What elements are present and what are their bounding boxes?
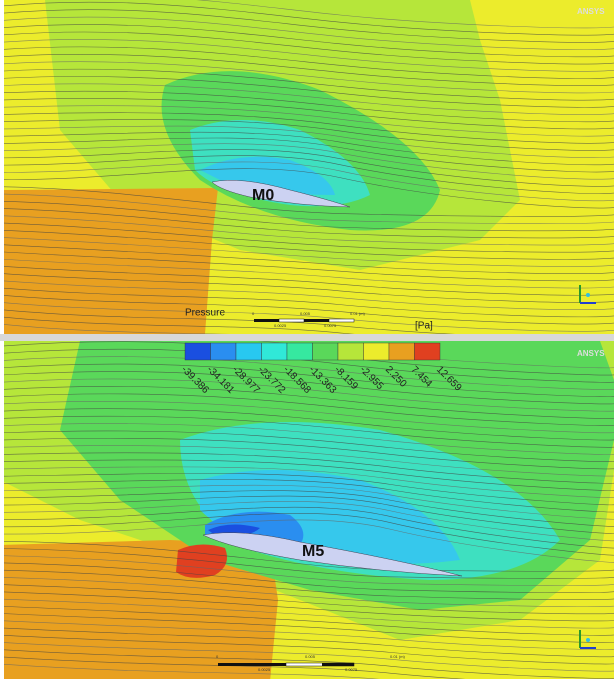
divider xyxy=(0,334,614,341)
scale-segment xyxy=(279,319,304,322)
scale-segment xyxy=(254,319,279,322)
legend-swatch xyxy=(236,343,262,360)
airfoil-label: M0 xyxy=(252,187,274,204)
scale-segment xyxy=(329,319,354,322)
legend-swatch xyxy=(389,343,415,360)
legend-swatch xyxy=(338,343,364,360)
legend-swatch xyxy=(185,343,211,360)
legend-swatch xyxy=(262,343,288,360)
panel-top: M0 ANSYS 0 0.005 0.01 (m) 0.0025 0.0075 … xyxy=(0,0,614,353)
legend-swatch xyxy=(415,343,441,360)
scale-segment xyxy=(218,663,286,666)
scale-label: 0.005 xyxy=(305,654,316,659)
scale-label: 0.0075 xyxy=(324,323,337,328)
legend-title: Pressure xyxy=(185,308,225,319)
scale-label: 0.005 xyxy=(300,311,311,316)
scale-label: 0.01 (m) xyxy=(350,311,366,316)
legend-swatch xyxy=(211,343,237,360)
airfoil-label: M5 xyxy=(302,543,324,560)
logo: ANSYS xyxy=(577,7,605,16)
legend-swatch xyxy=(364,343,390,360)
legend-unit: [Pa] xyxy=(415,321,433,332)
scale-segment xyxy=(322,663,354,666)
legend-swatch xyxy=(313,343,339,360)
logo: ANSYS xyxy=(577,349,605,358)
scale-segment xyxy=(304,319,329,322)
figure: M0 ANSYS 0 0.005 0.01 (m) 0.0025 0.0075 … xyxy=(0,0,614,681)
legend-swatch xyxy=(287,343,313,360)
scale-label: 0.01 (m) xyxy=(390,654,406,659)
scale-label: 0.0075 xyxy=(345,667,358,672)
scale-label: 0.0025 xyxy=(258,667,271,672)
scale-label: 0.0025 xyxy=(274,323,287,328)
